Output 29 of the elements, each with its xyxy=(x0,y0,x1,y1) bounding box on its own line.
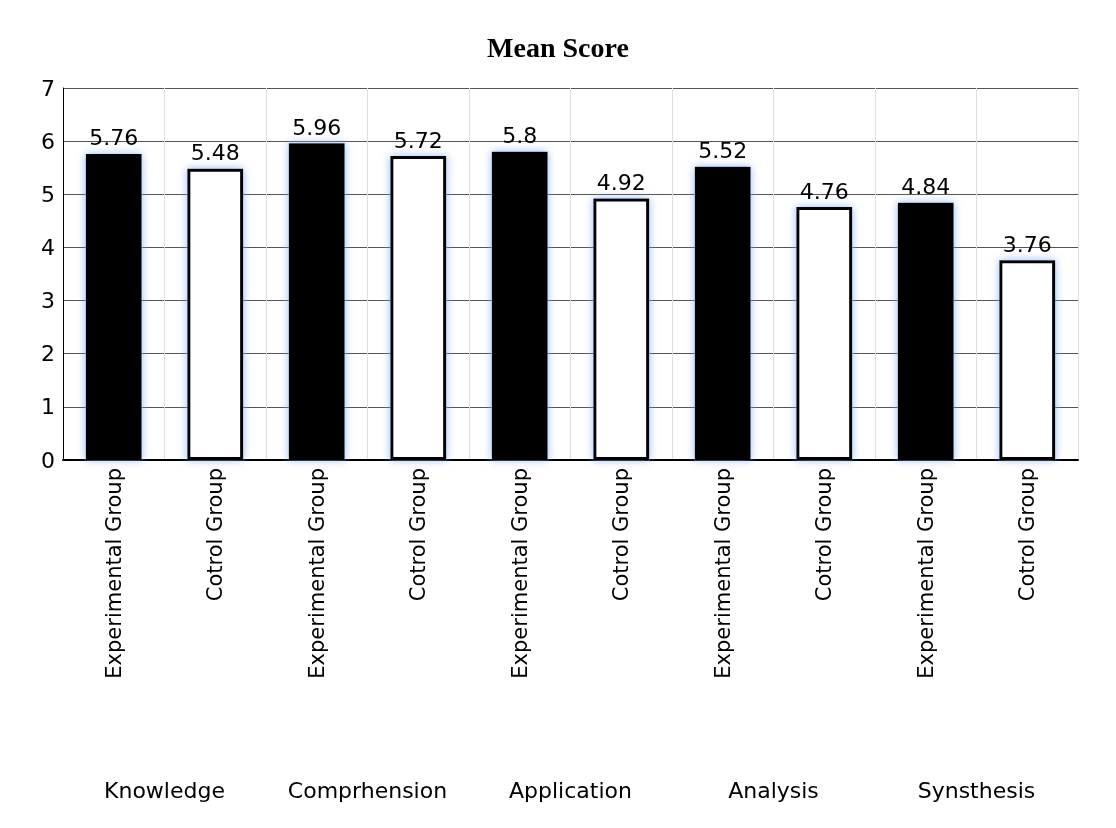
data-label: 5.48 xyxy=(190,140,240,166)
data-label: 4.92 xyxy=(596,170,646,196)
x-tick-label: Cotrol Group xyxy=(203,468,228,602)
text: Application xyxy=(509,777,632,803)
text: Comprhension xyxy=(287,777,448,803)
y-tick-label: 6 xyxy=(41,128,55,154)
y-tick-label: 7 xyxy=(41,75,55,101)
chart-title: Mean Score xyxy=(487,31,629,63)
y-tick-label: 3 xyxy=(41,288,55,314)
text: Analysis xyxy=(728,777,819,803)
y-tick-label: 5 xyxy=(41,181,55,207)
y-tick-label: 1 xyxy=(41,394,55,420)
y-tick-label: 2 xyxy=(41,341,55,367)
text: Synsthesis xyxy=(917,777,1036,803)
x-tick-label: Cotrol Group xyxy=(609,468,634,602)
x-tick-label: Experimental Group xyxy=(507,468,532,679)
x-tick-label: Cotrol Group xyxy=(406,468,431,602)
data-label: 5.52 xyxy=(698,138,748,164)
data-label: 5.96 xyxy=(292,114,342,140)
data-label: 4.84 xyxy=(901,174,951,200)
y-tick-label: 0 xyxy=(41,447,55,473)
x-tick-label: Cotrol Group xyxy=(1015,468,1040,602)
x-tick-label: Cotrol Group xyxy=(812,468,837,602)
x-tick-label: Experimental Group xyxy=(101,468,126,679)
x-tick-label: Experimental Group xyxy=(710,468,735,679)
x-tick-label: Experimental Group xyxy=(304,468,329,679)
text: Knowledge xyxy=(104,777,225,803)
y-tick-label: 4 xyxy=(41,234,55,260)
x-tick-label: Experimental Group xyxy=(913,468,938,679)
